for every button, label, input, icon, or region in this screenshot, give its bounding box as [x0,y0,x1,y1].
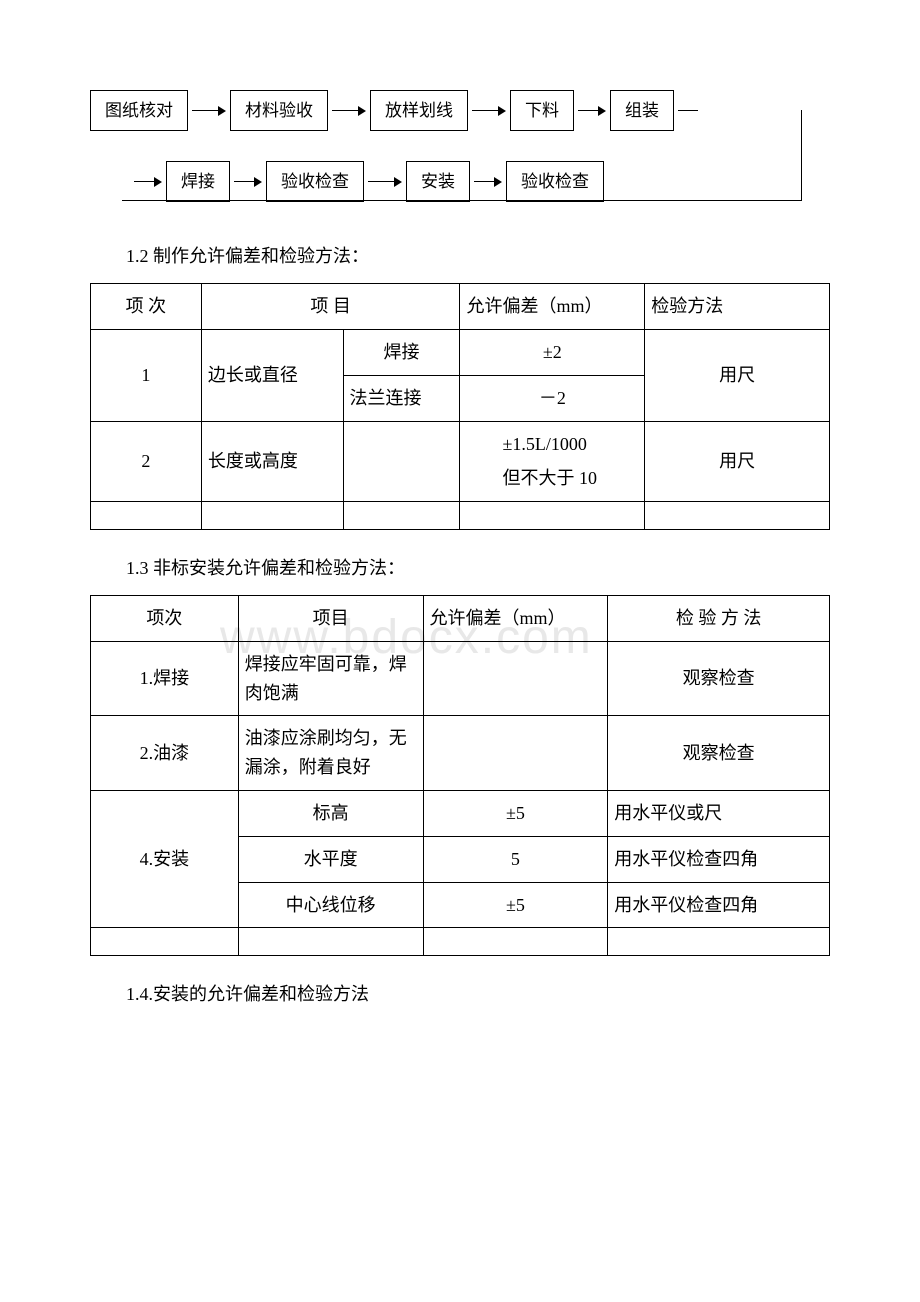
section-heading-1-2: 1.2 制作允许偏差和检验方法： [90,242,830,271]
arrow-right-icon [368,177,402,187]
flow-row-2: 焊接 验收检查 安装 验收检查 [130,161,830,202]
tolerance-table-2: 项次 项目 允许偏差（mm） 检 验 方 法 1.焊接 焊接应牢固可靠，焊肉饱满… [90,595,830,956]
table-cell: 边长或直径 [201,329,343,421]
table-cell: 长度或高度 [201,421,343,502]
section-heading-1-4: 1.4.安装的允许偏差和检验方法 [90,980,830,1009]
table-header: 项目 [238,595,423,641]
table-cell: 中心线位移 [238,882,423,928]
table-cell: ±5 [423,882,608,928]
table-cell: －2 [460,375,645,421]
flow-box: 安装 [406,161,470,202]
arrow-right-icon [234,177,262,187]
table-header: 允许偏差（mm） [423,595,608,641]
tolerance-table-1: 项 次 项 目 允许偏差（mm） 检验方法 1 边长或直径 焊接 ±2 用尺 法… [90,283,830,530]
table-cell [343,421,460,502]
table-cell: 焊接 [343,329,460,375]
flow-box: 验收检查 [506,161,604,202]
table-cell: 水平度 [238,836,423,882]
table-header: 项 目 [201,284,460,330]
arrow-right-icon [578,106,606,116]
flow-row-1: 图纸核对 材料验收 放样划线 下料 组装 [90,90,830,131]
table-cell: 用水平仪或尺 [608,790,830,836]
table-cell: 用尺 [645,421,830,502]
arrow-right-icon [332,106,366,116]
flow-box: 材料验收 [230,90,328,131]
table-header: 项 次 [91,284,202,330]
arrow-right-icon [474,177,502,187]
table-cell: 用水平仪检查四角 [608,882,830,928]
table-cell: 焊接应牢固可靠，焊肉饱满 [238,641,423,716]
table-cell: 2 [91,421,202,502]
table-cell: 2.油漆 [91,716,239,791]
flow-box: 图纸核对 [90,90,188,131]
table-header: 项次 [91,595,239,641]
arrow-right-icon [472,106,506,116]
table-cell: ±5 [423,790,608,836]
table-cell [423,716,608,791]
flow-box: 组装 [610,90,674,131]
arrow-right-icon [678,110,698,111]
connector-line [122,200,802,201]
process-flowchart: 图纸核对 材料验收 放样划线 下料 组装 焊接 验收检查 安装 验收检查 [90,90,830,202]
table-cell: 观察检查 [608,641,830,716]
flow-box: 下料 [510,90,574,131]
table-cell: 用水平仪检查四角 [608,836,830,882]
table-cell: 观察检查 [608,716,830,791]
arrow-right-icon [192,106,226,116]
flow-box: 焊接 [166,161,230,202]
arrow-right-icon [134,177,162,187]
table-header: 检 验 方 法 [608,595,830,641]
table-header: 允许偏差（mm） [460,284,645,330]
table-cell: 法兰连接 [343,375,460,421]
table-cell: 1.焊接 [91,641,239,716]
table-cell: 5 [423,836,608,882]
table-cell: ±1.5L/1000 但不大于 10 [460,421,645,502]
table-row [91,928,830,956]
table-cell: 用尺 [645,329,830,421]
flow-box: 放样划线 [370,90,468,131]
section-heading-1-3: 1.3 非标安装允许偏差和检验方法： [90,554,830,583]
connector-line [801,110,802,200]
table-header: 检验方法 [645,284,830,330]
flow-box: 验收检查 [266,161,364,202]
table-cell: 油漆应涂刷均匀，无漏涂，附着良好 [238,716,423,791]
table-cell: 标高 [238,790,423,836]
table-cell [423,641,608,716]
table-cell: ±2 [460,329,645,375]
table-cell: 1 [91,329,202,421]
table-cell: 4.安装 [91,790,239,927]
table-row [91,502,830,530]
